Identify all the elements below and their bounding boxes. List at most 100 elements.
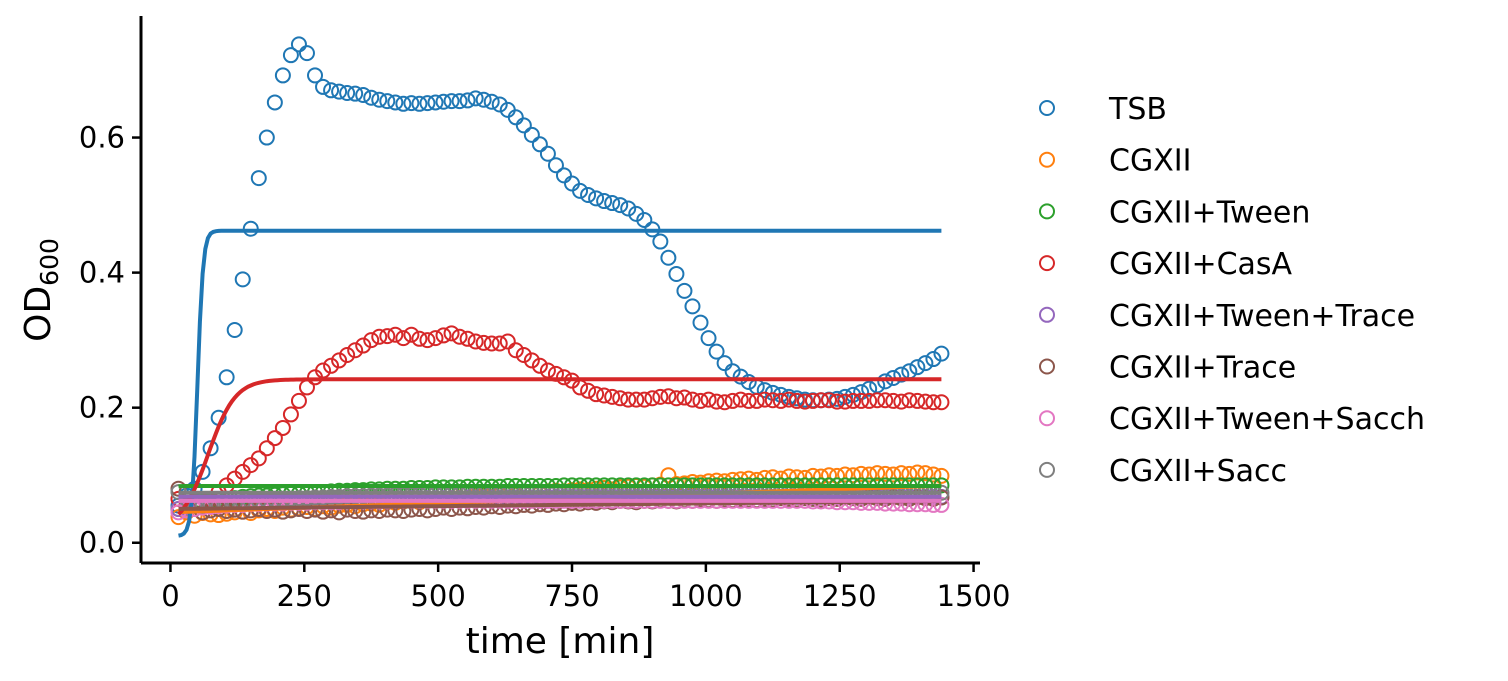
data-point — [459, 330, 476, 347]
legend-marker-5 — [1039, 358, 1055, 375]
data-point — [604, 388, 621, 405]
data-point — [917, 355, 934, 372]
data-point — [708, 393, 725, 410]
data-point — [756, 391, 773, 408]
data-point — [596, 193, 613, 210]
data-point — [274, 67, 291, 84]
data-point — [877, 392, 894, 409]
data-point — [298, 503, 315, 520]
legend-label-1: CGXII — [1109, 144, 1191, 179]
data-point — [282, 406, 299, 423]
data-point — [612, 390, 629, 407]
data-point — [483, 335, 500, 352]
data-point — [676, 282, 693, 299]
data-point — [748, 378, 765, 395]
data-point — [483, 93, 500, 110]
data-point — [845, 392, 862, 409]
legend-label-0: TSB — [1108, 92, 1167, 127]
data-point — [829, 393, 846, 410]
x-tick-label-1: 250 — [277, 579, 332, 613]
data-point — [861, 380, 878, 397]
legend-label-6: CGXII+Tween+Sacch — [1109, 402, 1425, 437]
data-point — [732, 368, 749, 385]
data-point — [588, 190, 605, 207]
data-point — [612, 197, 629, 214]
data-point — [740, 374, 757, 391]
data-point — [258, 440, 275, 457]
data-point — [708, 343, 725, 360]
data-point — [676, 389, 693, 406]
y-axis-label: OD600 — [18, 238, 64, 342]
data-point — [331, 83, 348, 100]
data-point — [917, 465, 934, 482]
data-point — [909, 392, 926, 409]
data-point — [347, 342, 364, 359]
data-point — [668, 265, 685, 282]
data-point — [290, 36, 307, 53]
data-points — [170, 36, 950, 526]
data-point — [652, 388, 669, 405]
data-point — [588, 386, 605, 403]
data-point — [845, 467, 862, 484]
data-point — [925, 466, 942, 483]
data-point — [307, 67, 324, 84]
data-point — [419, 332, 436, 349]
data-point — [274, 503, 291, 520]
data-point — [218, 369, 235, 386]
data-point — [250, 450, 267, 467]
data-point — [700, 391, 717, 408]
data-point — [467, 333, 484, 350]
data-point — [796, 393, 813, 410]
legend-marker-3 — [1039, 255, 1055, 272]
data-point — [580, 382, 597, 399]
data-point — [371, 328, 388, 345]
data-point — [877, 373, 894, 390]
data-point — [756, 382, 773, 399]
data-point — [684, 391, 701, 408]
data-point — [435, 327, 452, 344]
data-point — [861, 392, 878, 409]
data-point — [531, 136, 548, 153]
x-tick-label-2: 500 — [410, 579, 465, 613]
data-point — [523, 126, 540, 143]
data-point — [451, 93, 468, 110]
legend-label-4: CGXII+Tween+Trace — [1109, 299, 1415, 334]
data-point — [475, 334, 492, 351]
data-point — [491, 96, 508, 113]
data-point — [427, 94, 444, 111]
data-point — [740, 392, 757, 409]
data-point — [403, 326, 420, 343]
data-point — [901, 363, 918, 380]
data-point — [507, 342, 524, 359]
y-tick-label-1: 0.2 — [79, 391, 125, 425]
fit-curves — [177, 228, 942, 538]
data-point — [821, 467, 838, 484]
data-point — [547, 157, 564, 174]
legend-marker-6 — [1039, 410, 1055, 427]
data-point — [620, 391, 637, 408]
data-point — [925, 394, 942, 411]
data-point — [652, 233, 669, 250]
data-point — [580, 186, 597, 203]
data-point — [523, 352, 540, 369]
data-point — [716, 355, 733, 372]
data-point — [772, 392, 789, 409]
x-tick-label-5: 1250 — [803, 579, 877, 613]
data-point — [539, 145, 556, 162]
data-point — [748, 392, 765, 409]
data-point — [596, 387, 613, 404]
data-point — [780, 468, 797, 485]
data-point — [804, 392, 821, 409]
data-point — [837, 466, 854, 483]
data-point — [684, 298, 701, 315]
data-point — [515, 347, 532, 364]
y-axis-label-main: OD — [18, 286, 59, 342]
series-3-fit-line — [177, 377, 942, 516]
legend-marker-7 — [1039, 461, 1055, 478]
data-point — [507, 109, 524, 126]
legend-label-5: CGXII+Trace — [1109, 351, 1296, 386]
data-point — [660, 249, 677, 266]
data-point — [901, 465, 918, 482]
data-point — [531, 357, 548, 374]
y-ticks: 0.0 0.2 0.4 0.6 — [79, 121, 141, 560]
